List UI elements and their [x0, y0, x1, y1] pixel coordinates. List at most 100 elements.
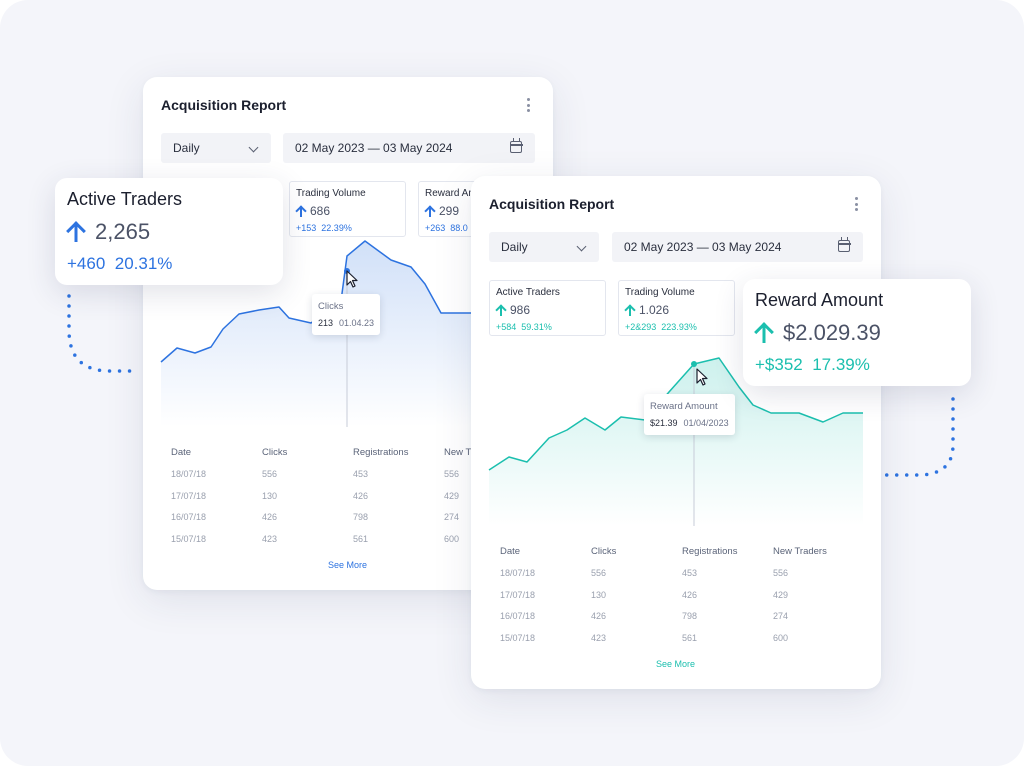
- table-cell: 453: [682, 568, 698, 579]
- kebab-menu-icon[interactable]: [855, 197, 859, 211]
- table-cell: 426: [262, 512, 278, 523]
- active-traders-summary-card: Active Traders 2,265 +460 20.31%: [55, 178, 283, 285]
- summary-delta: +460: [67, 254, 106, 273]
- metric-card-trading-volume[interactable]: Trading Volume 1.026 +2&293 223.93%: [618, 280, 735, 336]
- acquisition-report-card-front: Acquisition Report Daily 02 May 2023 — 0…: [471, 176, 881, 689]
- table-cell: 798: [682, 611, 698, 622]
- metric-percent: 88.0: [450, 223, 468, 233]
- chart-line: [160, 240, 475, 363]
- metric-value: 986: [510, 303, 531, 317]
- tooltip-value: 213: [318, 318, 334, 328]
- calendar-icon: [837, 237, 851, 252]
- table-cell: 556: [773, 568, 789, 579]
- metric-percent: 59.31%: [521, 322, 552, 332]
- column-header: New Tr: [444, 447, 474, 459]
- report-title: Acquisition Report: [489, 196, 615, 212]
- table-cell: 561: [682, 632, 698, 643]
- table-cell: 429: [444, 490, 460, 501]
- metric-label: Trading Volume: [625, 287, 695, 298]
- reward-amount-line-chart: [488, 357, 863, 526]
- metric-label: Reward Am: [425, 188, 477, 199]
- reward-amount-summary-card: Reward Amount $2.029.39 +$352 17.39%: [743, 279, 971, 386]
- mouse-cursor-icon: [696, 368, 708, 386]
- summary-percent: 20.31%: [114, 254, 173, 273]
- table-cell: 556: [444, 469, 460, 480]
- chart-tooltip: Clicks 213 01.04.23: [312, 294, 381, 335]
- column-header: Date: [171, 447, 192, 459]
- see-more-link[interactable]: See More: [656, 659, 696, 669]
- chevron-down-icon: [576, 241, 587, 252]
- table-cell: 17/07/18: [500, 589, 536, 600]
- table-cell: 561: [353, 533, 369, 544]
- summary-delta: +$352: [755, 355, 803, 374]
- summary-title: Reward Amount: [755, 290, 884, 310]
- arrow-up-icon: [296, 206, 306, 217]
- table-row: 17/07/18 130 426 429: [171, 485, 474, 507]
- tooltip-value: $21.39: [650, 418, 678, 428]
- date-range-value: 02 May 2023 — 03 May 2024: [624, 240, 782, 254]
- table-cell: 17/07/18: [171, 490, 207, 501]
- table-cell: 16/07/18: [500, 611, 536, 622]
- period-select-value: Daily: [501, 240, 528, 254]
- metric-percent: 22.39%: [321, 223, 352, 233]
- metric-value: 686: [310, 204, 331, 218]
- table-cell: 274: [773, 611, 789, 622]
- period-select[interactable]: Daily: [161, 133, 271, 163]
- table-cell: 18/07/18: [500, 568, 536, 579]
- see-more-link[interactable]: See More: [328, 560, 368, 570]
- column-header: New Traders: [773, 546, 827, 558]
- metric-label: Trading Volume: [296, 188, 366, 199]
- table-row: 15/07/18 423 561 600: [500, 627, 864, 649]
- summary-value: $2.029.39: [783, 320, 881, 345]
- chevron-down-icon: [248, 142, 259, 153]
- metric-delta: +153: [296, 223, 317, 233]
- table-cell: 453: [353, 469, 369, 480]
- report-title: Acquisition Report: [161, 97, 287, 113]
- arrow-up-icon: [67, 222, 85, 242]
- period-select[interactable]: Daily: [489, 232, 599, 262]
- metric-value: 1.026: [639, 303, 670, 317]
- metric-card-active-traders[interactable]: Active Traders 986 +584 59.31%: [489, 280, 606, 336]
- mouse-cursor-icon: [346, 270, 358, 288]
- hover-point: [691, 361, 697, 367]
- table-cell: 423: [262, 533, 278, 544]
- metric-delta: +584: [496, 322, 517, 332]
- metric-label: Active Traders: [496, 287, 560, 298]
- table-cell: 426: [591, 611, 607, 622]
- metric-delta: +2&293: [625, 322, 657, 332]
- column-header: Date: [500, 546, 521, 558]
- table-cell: 426: [353, 490, 369, 501]
- table-cell: 423: [591, 632, 607, 643]
- metric-value: 299: [439, 204, 460, 218]
- date-range-picker[interactable]: 02 May 2023 — 03 May 2024: [612, 232, 863, 262]
- table-cell: 15/07/18: [500, 632, 536, 643]
- arrow-up-icon: [496, 305, 506, 316]
- date-range-picker[interactable]: 02 May 2023 — 03 May 2024: [283, 133, 535, 163]
- table-cell: 426: [682, 589, 698, 600]
- table-cell: 130: [262, 490, 278, 501]
- tooltip-date: 01/04/2023: [683, 418, 729, 428]
- data-table: Date Clicks Registrations New Traders 18…: [500, 541, 864, 649]
- chart-tooltip: Reward Amount $21.39 01/04/2023: [644, 394, 735, 435]
- table-cell: 18/07/18: [171, 469, 207, 480]
- calendar-icon: [509, 138, 523, 153]
- date-range-value: 02 May 2023 — 03 May 2024: [295, 141, 453, 155]
- summary-percent: 17.39%: [812, 355, 870, 374]
- chart-area: [489, 358, 863, 526]
- metric-delta: +263: [425, 223, 446, 233]
- table-cell: 130: [591, 589, 607, 600]
- kebab-menu-icon[interactable]: [527, 98, 531, 112]
- table-row: 15/07/18 423 561 600: [171, 528, 474, 550]
- metric-card-trading-volume[interactable]: Trading Volume 686 +153 22.39%: [289, 181, 406, 237]
- table-cell: 274: [444, 512, 460, 523]
- period-select-value: Daily: [173, 141, 200, 155]
- table-header-row: Date Clicks Registrations New Tr: [171, 442, 474, 464]
- tooltip-series: Reward Amount: [650, 401, 718, 412]
- table-header-row: Date Clicks Registrations New Traders: [500, 541, 864, 563]
- summary-value: 2,265: [95, 219, 151, 244]
- column-header: Registrations: [353, 447, 409, 459]
- column-header: Clicks: [591, 546, 617, 558]
- table-row: 18/07/18 556 453 556: [500, 563, 864, 585]
- table-cell: 556: [262, 469, 278, 480]
